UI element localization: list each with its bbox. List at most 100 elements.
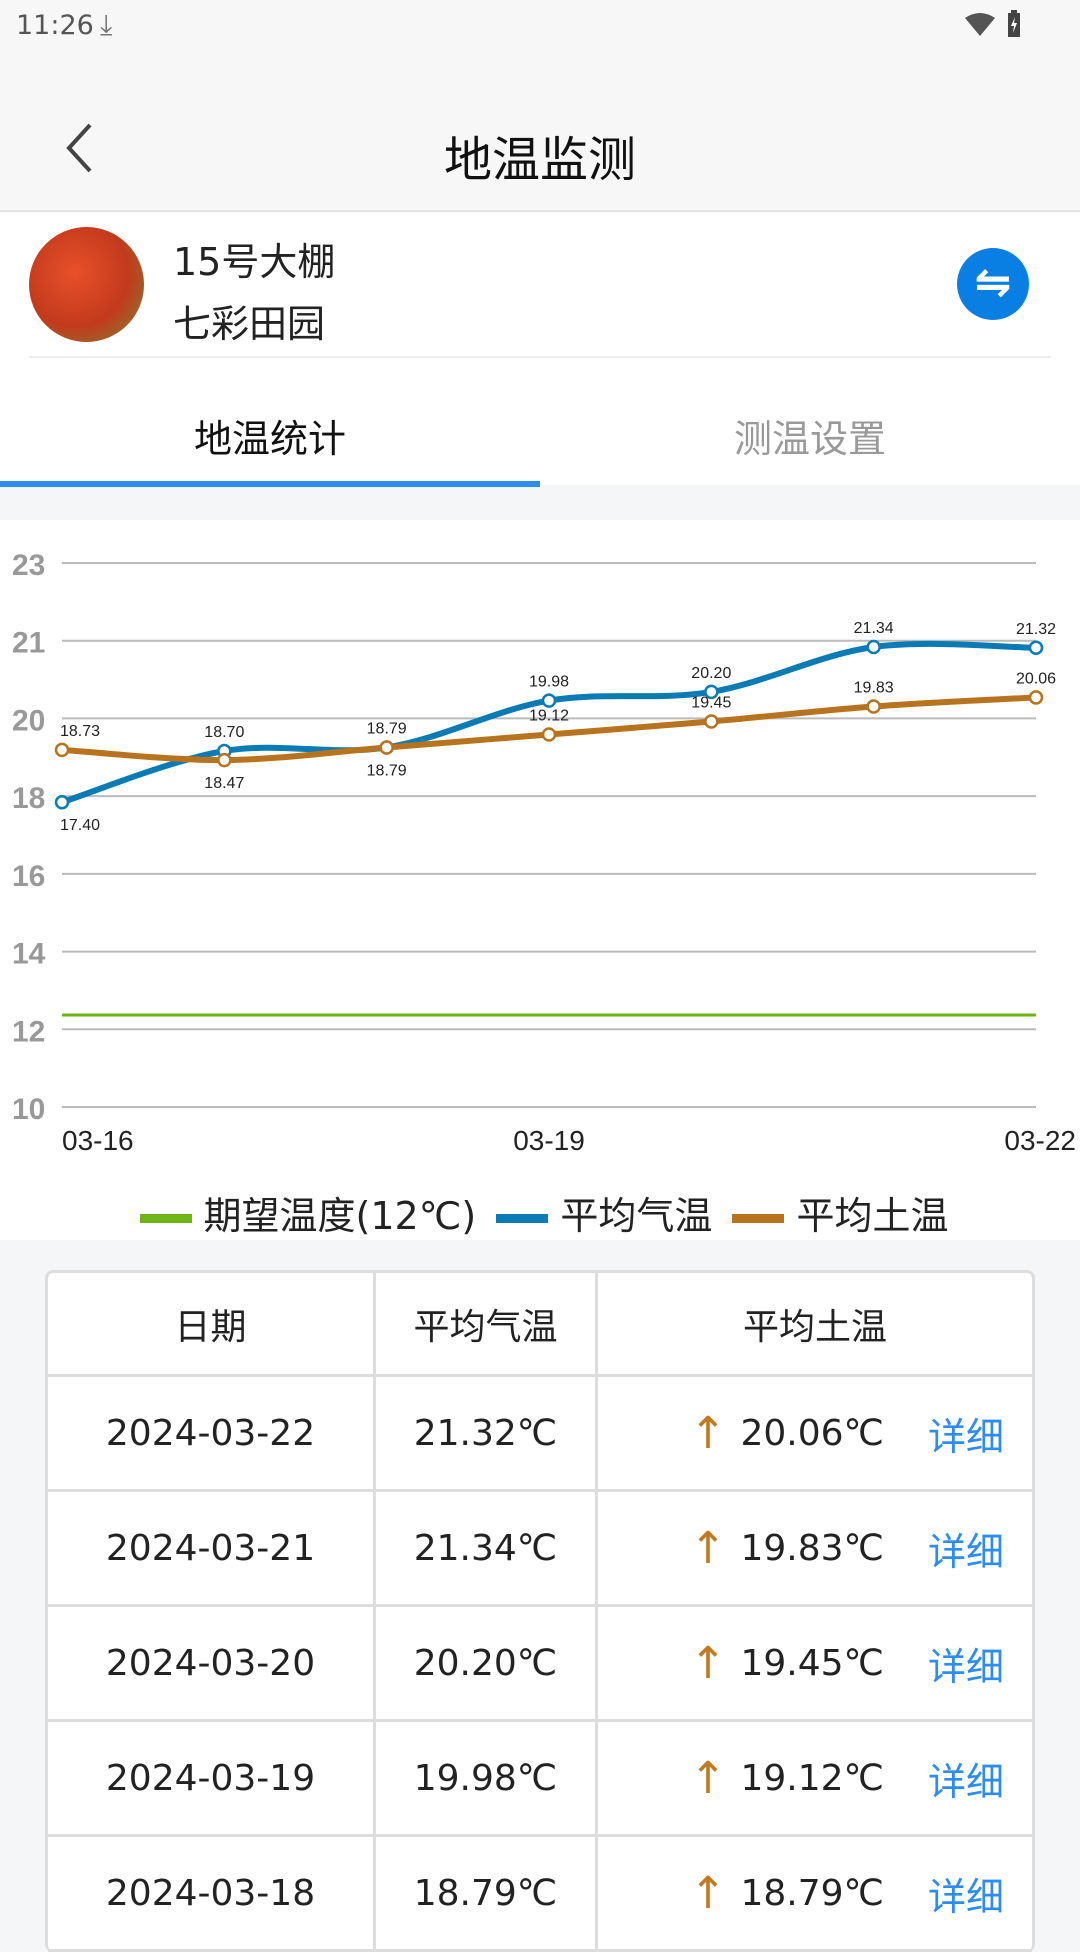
data-label: 19.12 (529, 707, 569, 724)
arrow-up-icon: ↑ (689, 1637, 727, 1689)
y-tick-label: 21 (12, 627, 45, 660)
data-point (866, 639, 881, 655)
cell-date: 2024-03-18 (48, 1837, 376, 1949)
status-bar: 11:26 ⤓ (0, 0, 1080, 50)
data-label: 20.06 (1016, 670, 1056, 687)
active-tab-indicator (0, 481, 540, 487)
soil-value: 18.79℃ (740, 1872, 884, 1914)
arrow-up-icon: ↑ (689, 1752, 727, 1804)
greenhouse-avatar (29, 227, 144, 342)
cell-air: 21.34℃ (376, 1492, 598, 1604)
header-air: 平均气温 (376, 1273, 598, 1374)
download-icon: ⤓ (100, 8, 113, 41)
data-point (1028, 640, 1044, 656)
soil-value: 19.45℃ (740, 1642, 884, 1684)
detail-link[interactable]: 详细 (927, 1414, 1004, 1459)
cell-soil: ↑ 20.06℃ 详细 (598, 1377, 1032, 1489)
swap-greenhouse-button[interactable]: ⇋ (957, 248, 1029, 320)
data-point (866, 699, 881, 714)
y-tick-label: 10 (12, 1093, 45, 1126)
header-soil: 平均土温 (742, 1306, 887, 1348)
y-tick-label: 14 (12, 938, 46, 971)
tab-soil-stats[interactable]: 地温统计 (193, 417, 346, 461)
data-label: 19.98 (529, 674, 569, 691)
legend-soil: 平均土温 (796, 1194, 949, 1238)
data-label: 18.79 (367, 762, 407, 779)
temperature-table: 日期 平均气温 平均土温 2024-03-22 21.32℃ ↑ 20.06℃ 详细… (45, 1270, 1035, 1952)
cell-air: 21.32℃ (376, 1377, 598, 1489)
data-point (1028, 690, 1044, 705)
data-label: 21.34 (854, 620, 894, 637)
x-tick-label: 03-16 (62, 1125, 134, 1156)
divider (29, 356, 1051, 358)
cell-soil: ↑ 18.79℃ 详细 (598, 1837, 1032, 1949)
table-row: 2024-03-21 21.34℃ ↑ 19.83℃ 详细 (48, 1492, 1032, 1607)
soil-value: 19.83℃ (740, 1527, 884, 1569)
table-row: 2024-03-20 20.20℃ ↑ 19.45℃ 详细 (48, 1607, 1032, 1722)
soil-value: 19.12℃ (740, 1757, 884, 1799)
data-point (54, 794, 70, 810)
page-title: 地温监测 (443, 132, 636, 188)
app-header: 地温监测 (0, 50, 1080, 212)
data-label: 20.20 (691, 665, 731, 682)
data-label: 21.32 (1016, 621, 1056, 638)
data-label: 18.73 (60, 723, 100, 740)
y-tick-label: 20 (12, 704, 45, 737)
detail-link[interactable]: 详细 (927, 1529, 1004, 1574)
data-point (541, 727, 557, 742)
header-date: 日期 (48, 1273, 376, 1374)
data-point (541, 693, 557, 708)
data-point (217, 752, 232, 768)
temperature-chart: 23 21 20 18 16 14 12 10 03-16 03-19 03-22 17.40 18.7… (0, 520, 1080, 1240)
arrow-up-icon: ↑ (689, 1407, 727, 1459)
data-point (54, 742, 70, 758)
cell-soil: ↑ 19.83℃ 详细 (598, 1492, 1032, 1604)
cell-date: 2024-03-21 (48, 1492, 376, 1604)
table-row: 2024-03-19 19.98℃ ↑ 19.12℃ 详细 (48, 1722, 1032, 1837)
data-label: 18.79 (367, 720, 407, 737)
greenhouse-info: 15号大棚 七彩田园 ⇋ 地温统计 测温设置 (0, 213, 1080, 487)
legend-air: 平均气温 (560, 1194, 713, 1238)
y-tick-label: 12 (12, 1015, 45, 1048)
y-tick-label: 23 (12, 549, 45, 582)
farm-name: 七彩田园 (173, 302, 326, 346)
y-tick-label: 18 (12, 782, 45, 815)
arrow-up-icon: ↑ (689, 1522, 727, 1574)
greenhouse-name: 15号大棚 (173, 240, 336, 284)
soil-value: 20.06℃ (740, 1412, 884, 1454)
table-header: 日期 平均气温 平均土温 (48, 1273, 1032, 1377)
back-button[interactable] (64, 122, 94, 174)
detail-link[interactable]: 详细 (927, 1759, 1004, 1804)
chart-svg: 23 21 20 18 16 14 12 10 03-16 03-19 03-22 17.40 18.7… (12, 549, 1076, 1156)
data-label: 18.70 (204, 724, 244, 741)
cell-soil: ↑ 19.12℃ 详细 (598, 1722, 1032, 1834)
tab-measure-settings[interactable]: 测温设置 (733, 417, 886, 461)
legend-swatch-soil (732, 1214, 785, 1223)
battery-charging-icon (1008, 10, 1020, 37)
data-point (704, 684, 719, 700)
data-label: 17.40 (60, 817, 100, 834)
data-label: 19.83 (854, 679, 894, 696)
cell-date: 2024-03-19 (48, 1722, 376, 1834)
legend-swatch-expected (139, 1214, 192, 1223)
detail-link[interactable]: 详细 (927, 1644, 1004, 1689)
cell-date: 2024-03-20 (48, 1607, 376, 1719)
y-tick-label: 16 (12, 860, 45, 893)
x-tick-label: 03-22 (1004, 1125, 1076, 1156)
data-point (379, 740, 394, 755)
cell-date: 2024-03-22 (48, 1377, 376, 1489)
cell-soil: ↑ 19.45℃ 详细 (598, 1607, 1032, 1719)
swap-icon: ⇋ (974, 257, 1012, 308)
legend-expected: 期望温度(12℃) (203, 1194, 477, 1238)
wifi-icon (965, 13, 995, 36)
status-time: 11:26 (16, 10, 94, 41)
cell-air: 20.20℃ (376, 1607, 598, 1719)
table-row: 2024-03-22 21.32℃ ↑ 20.06℃ 详细 (48, 1377, 1032, 1492)
detail-link[interactable]: 详细 (927, 1874, 1004, 1919)
data-label: 18.47 (204, 775, 244, 792)
data-label: 19.45 (691, 694, 731, 711)
chart-legend: 期望温度(12℃) 平均气温 平均土温 (0, 1185, 1080, 1240)
data-point (704, 714, 719, 729)
cell-air: 18.79℃ (376, 1837, 598, 1949)
table-row: 2024-03-18 18.79℃ ↑ 18.79℃ 详细 (48, 1837, 1032, 1952)
